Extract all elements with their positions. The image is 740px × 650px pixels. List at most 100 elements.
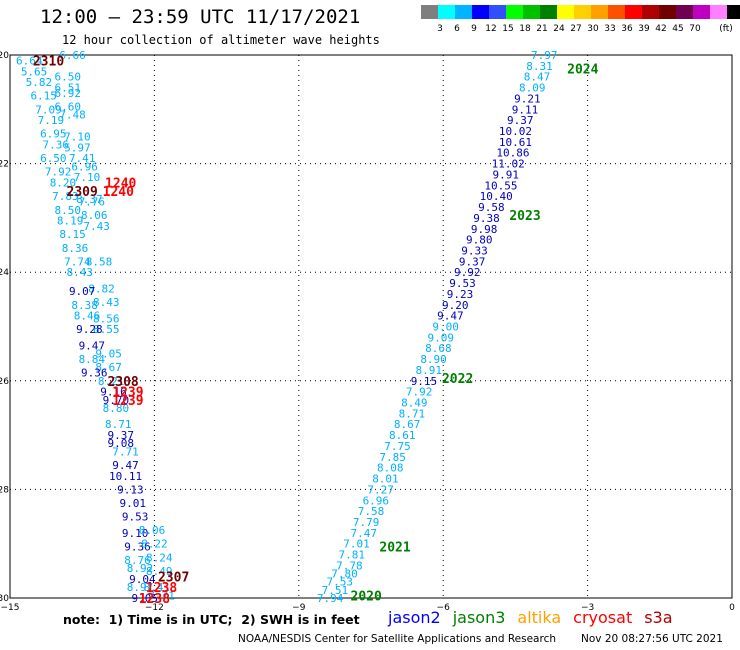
pass-time-label: 2021 [379, 540, 410, 555]
legend-swatch [625, 5, 642, 19]
wave-height-label: 6.50 [55, 71, 82, 84]
wave-height-label: 9.37 [507, 114, 534, 127]
wave-height-label: 5.65 [21, 65, 48, 78]
wave-height-label: 8.55 [93, 323, 120, 336]
wave-height-label: 7.19 [38, 114, 65, 127]
pass-time-label: 2022 [442, 372, 473, 387]
wave-height-label: 7.78 [336, 559, 363, 572]
wave-height-label: 8.15 [59, 228, 86, 241]
wave-height-label: 8.24 [146, 551, 173, 564]
wave-height-label: 7.48 [59, 109, 86, 122]
wave-height-label: 9.70 [103, 394, 130, 407]
legend-label: 45 [672, 24, 684, 34]
legend-swatch [591, 5, 608, 19]
wave-height-label: 7.41 [69, 152, 96, 165]
legend-swatch [574, 5, 591, 19]
legend-swatch [727, 5, 740, 19]
x-tick-label: −12 [145, 603, 164, 613]
wave-height-label: 8.90 [420, 353, 447, 366]
wave-height-label: 7.71 [148, 589, 175, 602]
legend-label: 15 [502, 24, 514, 34]
wave-height-label: 7.92 [406, 386, 433, 399]
wave-height-label: 9.01 [119, 497, 146, 510]
pass-time-label: 2024 [567, 63, 598, 78]
x-tick-label: −9 [292, 603, 306, 613]
pass-time-label: 1240 [103, 185, 134, 200]
legend-label: 30 [587, 24, 599, 34]
wave-height-label: 10.61 [499, 136, 532, 149]
wave-height-label: 7.75 [384, 440, 411, 453]
wave-height-label: 9.37 [459, 255, 486, 268]
wave-height-label: 7.85 [379, 451, 406, 464]
wave-height-label: 8.08 [377, 462, 404, 475]
plot-frame [9, 54, 733, 599]
wave-height-label: 8.21 [98, 375, 125, 388]
wave-height-label: 8.41 [144, 581, 171, 594]
pass-time-label: 1238 [139, 592, 170, 607]
wave-height-label: 8.80 [103, 402, 130, 415]
wave-height-label: 7.36 [42, 139, 69, 152]
wave-height-label: 8.71 [105, 418, 132, 431]
legend-label: 70 [689, 24, 701, 34]
wave-height-label: 7.01 [343, 538, 370, 551]
wave-height-label: 8.68 [425, 342, 452, 355]
wave-height-label: 9.58 [478, 201, 505, 214]
wave-height-label: 7.09 [35, 103, 62, 116]
legend-swatch [506, 5, 523, 19]
wave-height-label: 6.66 [59, 49, 86, 62]
legend-swatch [710, 5, 727, 19]
wave-height-label: 6.64 [16, 54, 43, 67]
legend-label: 24 [553, 24, 565, 34]
satellite-name: s3a [644, 608, 673, 627]
footnote: note: 1) Time is in UTC; 2) SWH is in fe… [63, 612, 360, 627]
wave-height-label: 6.95 [40, 128, 67, 141]
wave-height-label: 9.47 [437, 310, 464, 323]
wave-height-label: 8.43 [93, 296, 120, 309]
legend-swatch [421, 5, 438, 19]
wave-height-label: 10.55 [484, 179, 517, 192]
wave-height-label: 8.71 [399, 407, 426, 420]
wave-height-label: 9.92 [454, 266, 481, 279]
wave-height-label: 6.15 [30, 90, 57, 103]
legend-swatch [523, 5, 540, 19]
y-tick-label: −22 [0, 160, 9, 170]
wave-height-label: 8.06 [139, 524, 166, 537]
wave-height-label: 9.47 [79, 340, 106, 353]
wave-height-label: 8.67 [394, 418, 421, 431]
credit-line: NOAA/NESDIS Center for Satellite Applica… [238, 633, 556, 645]
wave-height-label: 9.21 [514, 92, 541, 105]
legend-swatch [659, 5, 676, 19]
wave-height-label: 8.76 [124, 554, 151, 567]
legend-label: 6 [454, 24, 460, 34]
wave-height-label: 9.37 [107, 429, 134, 442]
wave-height-label: 7.10 [74, 171, 101, 184]
wave-height-label: 9.16 [100, 386, 127, 399]
wave-height-label: 8.38 [71, 299, 98, 312]
wave-height-label: 9.05 [132, 592, 159, 605]
pass-time-label: 2307 [158, 570, 189, 585]
wave-height-label: 6.96 [71, 160, 98, 173]
wave-height-label: 9.07 [69, 285, 96, 298]
wave-height-label: 7.74 [64, 255, 91, 268]
wave-height-label: 9.05 [95, 348, 122, 361]
x-tick-label: −15 [1, 603, 20, 613]
legend-swatch [540, 5, 557, 19]
legend-label: 18 [519, 24, 531, 34]
legend-label: 42 [655, 24, 667, 34]
wave-height-label: 10.40 [480, 190, 513, 203]
satellite-name: jason3 [452, 608, 506, 627]
legend-swatch [472, 5, 489, 19]
legend-label: 12 [485, 24, 497, 34]
wave-height-label: 8.50 [55, 204, 82, 217]
wave-height-label: 9.04 [129, 573, 156, 586]
wave-height-label: 5.97 [64, 141, 91, 154]
legend-swatch [676, 5, 693, 19]
legend-unit: (ft) [719, 24, 733, 34]
wave-height-label: 10.11 [109, 470, 142, 483]
y-tick-label: −26 [0, 377, 9, 387]
pass-time-label: 2023 [509, 209, 540, 224]
satellite-name: altika [517, 608, 562, 627]
wave-height-label: 6.96 [363, 494, 390, 507]
wave-height-label: 7.71 [112, 445, 139, 458]
wave-height-label: 8.67 [95, 361, 122, 374]
